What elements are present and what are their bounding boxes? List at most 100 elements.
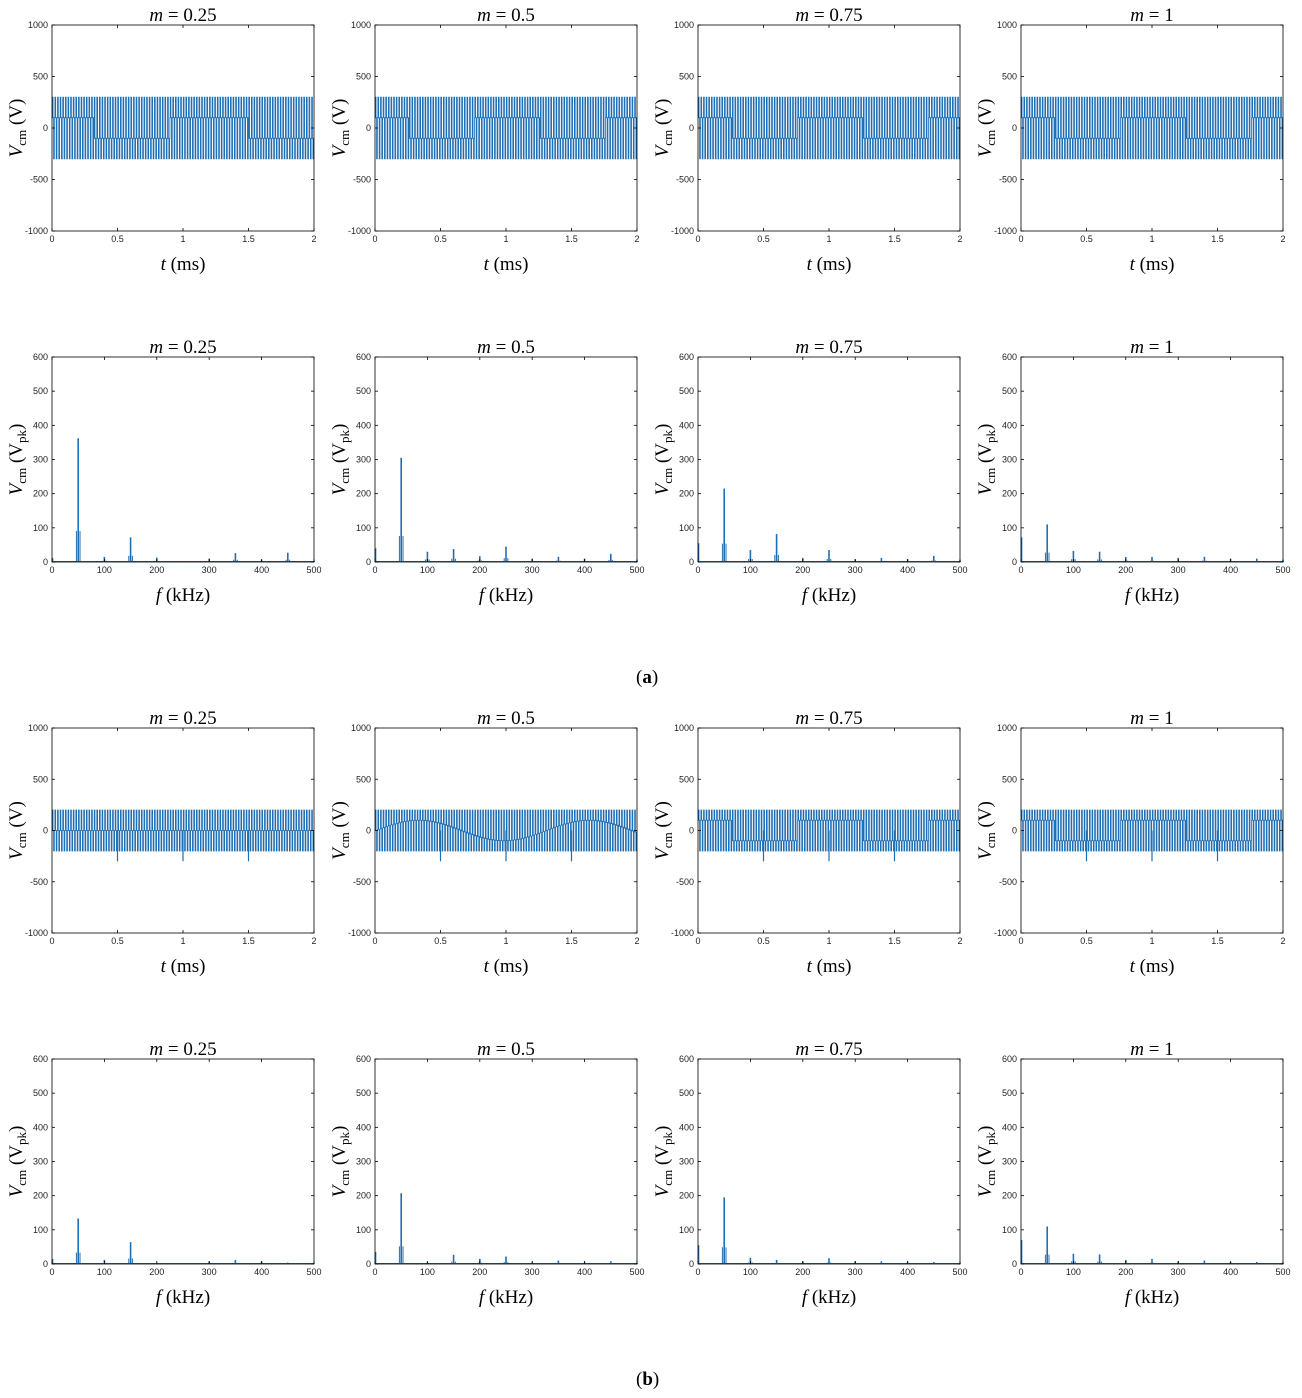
- subplot-b-f-2: 0 100 200 300 400 500 0 100 200 300 400 500 600 m = 0…: [329, 1039, 645, 1308]
- y-tick-label: 500: [33, 774, 48, 784]
- y-tick-label: -1000: [25, 226, 48, 236]
- y-tick-label: 0: [43, 557, 48, 567]
- y-axis-label: Vcm (Vpk): [652, 1126, 675, 1198]
- y-tick-label: 400: [1002, 420, 1017, 430]
- y-label-unit-end: ): [329, 1126, 350, 1132]
- x-tick-label: 0.5: [1080, 936, 1093, 946]
- x-tick-label: 1.5: [242, 234, 255, 244]
- y-label-unit: (V): [652, 801, 673, 832]
- x-label-variable: f: [479, 585, 487, 606]
- x-tick-label: 400: [254, 1267, 269, 1277]
- x-axis-label: f (kHz): [156, 1287, 210, 1308]
- x-axis-label: f (kHz): [479, 1287, 533, 1308]
- subplot-b-f-4: 0 100 200 300 400 500 0 100 200 300 400 500 600 m = 1…: [975, 1039, 1291, 1308]
- x-tick-label: 0: [372, 936, 377, 946]
- y-tick-label: 600: [679, 352, 694, 362]
- waveform-trace: [698, 809, 960, 852]
- y-label-unit-subscript: pk: [660, 1132, 675, 1146]
- y-label-variable: V: [652, 143, 673, 157]
- title-equals: =: [1144, 1039, 1164, 1060]
- y-tick-label: 500: [1002, 1088, 1017, 1098]
- axes-box: [51, 356, 315, 563]
- y-tick-label: -500: [353, 877, 371, 887]
- y-tick-label: 0: [1012, 557, 1017, 567]
- x-tick-label: 0.5: [434, 936, 447, 946]
- title-variable: m: [1130, 337, 1144, 358]
- y-tick-label: 500: [33, 386, 48, 396]
- x-tick-label: 0.5: [1080, 234, 1093, 244]
- waveform-trace: [698, 96, 960, 160]
- y-tick-label: 200: [33, 489, 48, 499]
- y-label-subscript: cm: [14, 130, 29, 146]
- subplot-b-t-4: 0 0.5 1 1.5 2 -1000 -500 0 500 1000 m = 1 t (ms) Vcm…: [975, 708, 1286, 977]
- x-tick-label: 0: [49, 565, 54, 575]
- y-tick-label: -1000: [671, 928, 694, 938]
- y-tick-label: 600: [1002, 1054, 1017, 1064]
- y-label-variable: V: [652, 1183, 673, 1197]
- caption-a: (a): [636, 667, 659, 688]
- y-axis-label: Vcm (V): [975, 99, 998, 158]
- title-value: 0.5: [511, 337, 535, 358]
- y-tick-label: 0: [1012, 123, 1017, 133]
- x-tick-label: 2: [957, 936, 962, 946]
- title-value: 0.75: [829, 708, 862, 729]
- x-tick-label: 0: [49, 1267, 54, 1277]
- x-tick-label: 200: [149, 1267, 164, 1277]
- x-tick-label: 400: [1223, 1267, 1238, 1277]
- x-label-variable: f: [156, 585, 164, 606]
- title-value: 0.25: [183, 337, 216, 358]
- y-tick-label: 0: [43, 123, 48, 133]
- x-axis-label: f (kHz): [802, 1287, 856, 1308]
- y-label-variable: V: [975, 846, 996, 860]
- x-tick-label: 2: [1280, 936, 1285, 946]
- y-tick-label: -500: [353, 175, 371, 185]
- axes-box: [1020, 1058, 1284, 1265]
- x-tick-label: 500: [306, 1267, 321, 1277]
- title-variable: m: [477, 1039, 491, 1060]
- x-tick-label: 0.5: [111, 234, 124, 244]
- axes-box: [374, 356, 638, 563]
- x-label-variable: t: [807, 254, 813, 275]
- y-label-variable: V: [329, 481, 350, 495]
- y-label-unit-end: ): [652, 1126, 673, 1132]
- x-tick-label: 0.5: [111, 936, 124, 946]
- y-label-unit-subscript: pk: [660, 430, 675, 444]
- y-tick-label: 300: [1002, 1157, 1017, 1167]
- subplot-a-f-3: 0 100 200 300 400 500 0 100 200 300 400 500 600 m = 0…: [652, 337, 968, 606]
- y-tick-label: 400: [33, 1122, 48, 1132]
- x-tick-label: 200: [149, 565, 164, 575]
- x-tick-label: 0: [372, 565, 377, 575]
- x-tick-label: 2: [634, 936, 639, 946]
- x-tick-label: 0.5: [757, 936, 770, 946]
- x-label-unit: (ms): [817, 956, 852, 977]
- y-tick-label: 600: [33, 1054, 48, 1064]
- x-tick-label: 400: [1223, 565, 1238, 575]
- y-tick-label: 0: [366, 1259, 371, 1269]
- title-value: 0.75: [829, 1039, 862, 1060]
- x-label-unit: (kHz): [166, 1287, 210, 1308]
- x-label-variable: t: [161, 254, 167, 275]
- x-label-unit: (ms): [171, 254, 206, 275]
- waveform-trace: [375, 96, 637, 160]
- y-tick-label: 1000: [28, 20, 48, 30]
- y-label-unit-main: (V: [652, 1145, 673, 1170]
- title-value: 0.5: [511, 5, 535, 26]
- x-label-unit: (ms): [171, 956, 206, 977]
- y-label-unit-main: (V: [975, 1145, 996, 1170]
- y-label-unit-subscript: pk: [14, 1132, 29, 1146]
- y-label-unit-end: ): [329, 424, 350, 430]
- x-label-variable: f: [1125, 1287, 1133, 1308]
- y-tick-label: -500: [676, 175, 694, 185]
- x-tick-label: 200: [1118, 565, 1133, 575]
- x-tick-label: 400: [254, 565, 269, 575]
- title-variable: m: [477, 5, 491, 26]
- title-variable: m: [1130, 5, 1144, 26]
- y-label-variable: V: [6, 481, 27, 495]
- x-label-variable: f: [1125, 585, 1133, 606]
- subplot-a-t-4: 0 0.5 1 1.5 2 -1000 -500 0 500 1000 m = 1 t (ms) Vcm…: [975, 5, 1286, 275]
- y-axis-label: Vcm (V): [329, 801, 352, 860]
- x-tick-label: 100: [743, 1267, 758, 1277]
- title-equals: =: [809, 1039, 829, 1060]
- title-variable: m: [477, 337, 491, 358]
